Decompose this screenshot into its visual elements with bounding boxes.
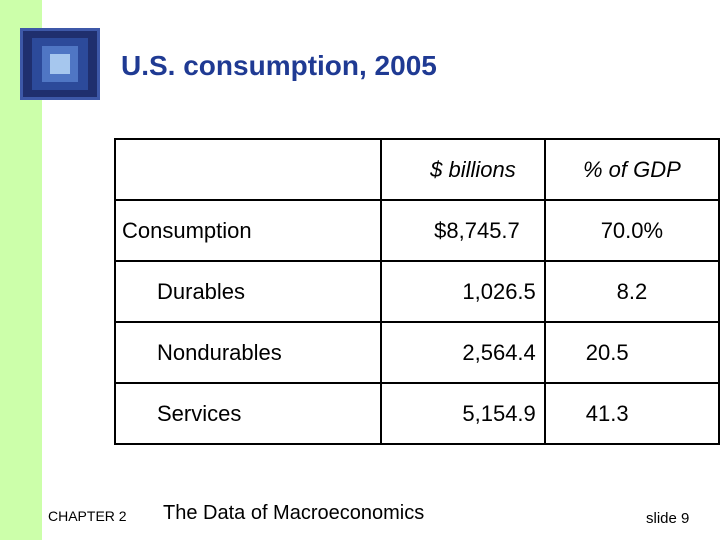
row-billions: 2,564.4	[379, 321, 546, 384]
row-pct-gdp: 8.2	[543, 260, 720, 323]
consumption-table: $ billions % of GDP Consumption $8,745.7…	[114, 138, 720, 445]
row-pct-gdp: 70.0%	[543, 199, 720, 262]
footer-chapter: CHAPTER 2	[48, 508, 127, 524]
header-pct-gdp: % of GDP	[543, 138, 720, 201]
logo-layer	[50, 54, 70, 74]
row-pct-gdp: 41.3	[543, 382, 720, 445]
table-row: Services 5,154.9 41.3	[114, 382, 720, 445]
header-empty-cell	[114, 138, 382, 201]
row-billions: $8,745.7	[379, 199, 546, 262]
row-billions: 5,154.9	[379, 382, 546, 445]
row-pct-gdp: 20.5	[543, 321, 720, 384]
row-label: Durables	[114, 260, 382, 323]
row-label: Services	[114, 382, 382, 445]
footer-book-title: The Data of Macroeconomics	[163, 502, 425, 524]
slide-title: U.S. consumption, 2005	[121, 50, 437, 81]
header-billions: $ billions	[379, 138, 546, 201]
row-label: Consumption	[114, 199, 382, 262]
table-row: Nondurables 2,564.4 20.5	[114, 321, 720, 384]
table-row: Consumption $8,745.7 70.0%	[114, 199, 720, 262]
logo-square-icon	[20, 28, 100, 100]
row-label: Nondurables	[114, 321, 382, 384]
table-header-row: $ billions % of GDP	[114, 138, 720, 201]
row-billions: 1,026.5	[379, 260, 546, 323]
footer-slide-number: slide 9	[646, 510, 690, 527]
table-row: Durables 1,026.5 8.2	[114, 260, 720, 323]
